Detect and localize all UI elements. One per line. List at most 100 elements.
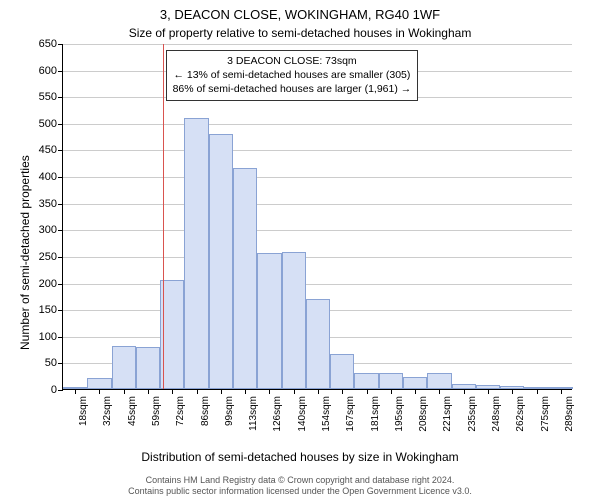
x-tick-label: 86sqm	[200, 396, 211, 446]
x-tick	[464, 389, 465, 394]
subject-info-box: 3 DEACON CLOSE: 73sqm ← 13% of semi-detac…	[166, 50, 419, 101]
x-tick-label: 45sqm	[127, 396, 138, 446]
x-tick	[99, 389, 100, 394]
histogram-bar	[136, 347, 160, 389]
gridline	[63, 124, 572, 125]
x-tick-label: 32sqm	[102, 396, 113, 446]
x-tick	[342, 389, 343, 394]
y-tick-label: 400	[27, 171, 57, 183]
gridline	[63, 257, 572, 258]
y-tick-label: 350	[27, 198, 57, 210]
gridline	[63, 284, 572, 285]
y-tick	[58, 390, 63, 391]
y-tick	[58, 337, 63, 338]
histogram-bar	[282, 252, 306, 389]
footer-attribution: Contains HM Land Registry data © Crown c…	[0, 475, 600, 498]
x-tick	[415, 389, 416, 394]
x-tick-label: 140sqm	[297, 396, 308, 446]
y-tick-label: 450	[27, 144, 57, 156]
x-tick	[391, 389, 392, 394]
x-tick-label: 99sqm	[224, 396, 235, 446]
x-tick-label: 208sqm	[418, 396, 429, 446]
chart-title: 3, DEACON CLOSE, WOKINGHAM, RG40 1WF Siz…	[0, 0, 600, 42]
x-tick	[561, 389, 562, 394]
gridline	[63, 177, 572, 178]
x-tick-label: 167sqm	[345, 396, 356, 446]
x-tick	[439, 389, 440, 394]
y-tick-label: 200	[27, 278, 57, 290]
x-tick	[269, 389, 270, 394]
x-tick-label: 72sqm	[175, 396, 186, 446]
y-tick	[58, 177, 63, 178]
histogram-bar	[87, 378, 111, 389]
gridline	[63, 150, 572, 151]
x-tick-label: 154sqm	[321, 396, 332, 446]
x-tick	[124, 389, 125, 394]
x-axis-title: Distribution of semi-detached houses by …	[0, 450, 600, 464]
y-tick-label: 600	[27, 65, 57, 77]
y-tick	[58, 257, 63, 258]
y-tick	[58, 150, 63, 151]
histogram-bar	[209, 134, 233, 390]
x-tick-label: 235sqm	[467, 396, 478, 446]
x-tick	[318, 389, 319, 394]
x-tick	[537, 389, 538, 394]
y-tick-label: 50	[27, 357, 57, 369]
y-tick-label: 0	[27, 384, 57, 396]
y-tick	[58, 71, 63, 72]
histogram-bar	[427, 373, 451, 389]
x-tick-label: 18sqm	[78, 396, 89, 446]
x-tick-label: 126sqm	[272, 396, 283, 446]
histogram-bar	[112, 346, 136, 389]
x-tick-label: 181sqm	[370, 396, 381, 446]
histogram-bar	[160, 280, 184, 389]
info-line-3: 86% of semi-detached houses are larger (…	[173, 83, 412, 95]
y-tick-label: 100	[27, 331, 57, 343]
x-tick	[294, 389, 295, 394]
y-tick-label: 650	[27, 38, 57, 50]
histogram-bar	[330, 354, 354, 389]
x-tick-label: 59sqm	[151, 396, 162, 446]
x-tick	[172, 389, 173, 394]
x-tick-label: 195sqm	[394, 396, 405, 446]
y-tick	[58, 44, 63, 45]
x-tick-label: 275sqm	[540, 396, 551, 446]
y-tick	[58, 124, 63, 125]
histogram-bar	[184, 118, 208, 389]
y-tick-label: 150	[27, 304, 57, 316]
y-tick	[58, 284, 63, 285]
y-tick	[58, 97, 63, 98]
footer-line-1: Contains HM Land Registry data © Crown c…	[146, 475, 455, 485]
x-tick	[512, 389, 513, 394]
gridline	[63, 230, 572, 231]
y-tick-label: 500	[27, 118, 57, 130]
info-line-2: ← 13% of semi-detached houses are smalle…	[173, 69, 410, 81]
histogram-bar	[233, 168, 257, 389]
x-tick	[221, 389, 222, 394]
x-tick	[367, 389, 368, 394]
y-tick	[58, 204, 63, 205]
x-tick	[488, 389, 489, 394]
subtitle-line: Size of property relative to semi-detach…	[129, 26, 472, 40]
x-tick-label: 248sqm	[491, 396, 502, 446]
histogram-bar	[257, 253, 281, 389]
x-tick-label: 289sqm	[564, 396, 575, 446]
y-tick	[58, 310, 63, 311]
x-tick	[197, 389, 198, 394]
y-tick-label: 250	[27, 251, 57, 263]
y-tick-label: 300	[27, 224, 57, 236]
histogram-bar	[306, 299, 330, 389]
y-tick	[58, 230, 63, 231]
x-tick-label: 113sqm	[248, 396, 259, 446]
histogram-bar	[354, 373, 378, 389]
y-tick	[58, 363, 63, 364]
histogram-bar	[403, 377, 427, 389]
gridline	[63, 204, 572, 205]
x-tick	[75, 389, 76, 394]
footer-line-2: Contains public sector information licen…	[128, 486, 472, 496]
info-line-1: 3 DEACON CLOSE: 73sqm	[227, 55, 357, 67]
histogram-bar	[379, 373, 403, 389]
x-tick-label: 262sqm	[515, 396, 526, 446]
y-tick-label: 550	[27, 91, 57, 103]
x-tick-label: 221sqm	[442, 396, 453, 446]
